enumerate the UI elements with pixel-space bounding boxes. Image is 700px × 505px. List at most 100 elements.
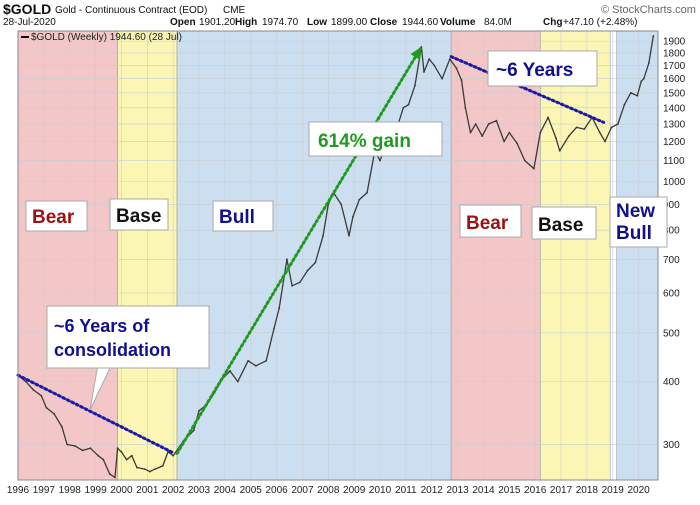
series-point-47 [340, 203, 343, 206]
y-tick-label-8: 1100 [663, 156, 685, 167]
series-point-76 [523, 159, 526, 162]
series-point-88 [610, 126, 613, 129]
date-text: 28-Jul-2020 [3, 17, 56, 28]
series-point-11 [97, 454, 100, 457]
series-point-91 [629, 91, 632, 94]
x-tick-label-24: 2020 [627, 485, 650, 496]
series-point-9 [81, 449, 84, 452]
x-tick-label-10: 2006 [265, 485, 288, 496]
series-point-78 [539, 131, 542, 134]
series-point-38 [278, 307, 281, 309]
high-label: High [235, 17, 257, 28]
gain-label: 614% gain [318, 131, 411, 152]
callout-seam [90, 363, 113, 366]
series-point-66 [460, 79, 463, 81]
series-point-64 [448, 58, 451, 60]
y-tick-label-2: 500 [663, 328, 680, 339]
series-point-41 [298, 281, 301, 284]
x-tick-label-6: 2002 [162, 485, 185, 496]
trendlines [16, 45, 606, 455]
y-tick-label-3: 600 [663, 289, 680, 300]
series-point-25 [172, 454, 175, 457]
volume-label: Volume [440, 17, 476, 28]
y-tick-label-16: 1900 [663, 37, 686, 48]
series-point-92 [636, 94, 639, 97]
series-point-69 [474, 123, 477, 125]
series-point-43 [314, 261, 317, 264]
phase-label-0: Bear [32, 207, 75, 228]
series-point-51 [366, 191, 368, 194]
series-point-17 [125, 458, 128, 461]
phase-band-4 [540, 30, 611, 481]
phase-label-box-2 [212, 200, 274, 232]
series-point-94 [642, 77, 645, 80]
series-point-18 [130, 454, 133, 457]
series-point-67 [464, 106, 467, 109]
series-point-61 [428, 58, 431, 60]
x-tick-label-3: 1999 [84, 485, 107, 496]
y-tick-label-0: 300 [663, 440, 680, 451]
series-point-79 [547, 116, 550, 119]
series-point-93 [640, 80, 643, 83]
series-point-48 [348, 234, 350, 237]
x-tick-label-17: 2013 [446, 485, 469, 496]
series-point-83 [575, 126, 578, 129]
x-tick-label-12: 2008 [317, 485, 340, 496]
series-point-77 [532, 167, 535, 170]
callout-box [46, 305, 210, 369]
volume-value: 84.0M [484, 17, 512, 28]
six-years-label: ~6 Years [496, 60, 573, 81]
series-point-8 [73, 445, 76, 447]
series-point-63 [441, 77, 443, 80]
series-point-72 [495, 119, 498, 122]
phase-label-5-line-1: Bull [616, 223, 652, 244]
trendline-1 [449, 55, 606, 124]
x-tick-label-8: 2004 [214, 485, 237, 496]
axes: 300 400 500 600 700 800 900 1000 1100 1200 1300 140… [7, 30, 686, 496]
x-tick-label-13: 2009 [343, 485, 366, 496]
consolidation-label-line1: ~6 Years of [54, 316, 150, 336]
y-tick-label-6: 900 [663, 200, 680, 211]
x-tick-label-2: 1998 [59, 485, 82, 496]
series-point-16 [120, 450, 123, 453]
low-value: 1899.00 [331, 17, 368, 28]
phase-label-1: Base [116, 206, 161, 227]
consolidation-callout: ~6 Years of consolidation [46, 305, 210, 411]
y-tick-label-12: 1500 [663, 88, 686, 99]
phase-label-box-1 [109, 198, 169, 231]
phase-label-5-line-0: New [616, 201, 655, 222]
description-text: Gold - Continuous Contract (EOD) [55, 5, 207, 16]
trendline-0 [16, 373, 176, 455]
trend-arrowhead-2 [410, 46, 422, 60]
y-tick-label-9: 1200 [663, 137, 686, 148]
series-point-3 [40, 394, 43, 397]
x-tick-label-11: 2007 [291, 485, 314, 496]
x-tick-label-18: 2014 [472, 485, 495, 496]
series-point-4 [45, 406, 48, 409]
phase-band-5 [616, 30, 659, 481]
consolidation-label-line2: consolidation [54, 340, 171, 360]
series-point-5 [53, 413, 56, 415]
phase-label-box-0 [25, 200, 88, 232]
x-tick-label-0: 1996 [7, 485, 30, 496]
series-point-35 [254, 364, 257, 367]
y-tick-label-1: 400 [663, 377, 680, 388]
series-point-80 [554, 137, 557, 139]
series-point-39 [286, 258, 288, 261]
x-tick-label-23: 2019 [602, 485, 625, 496]
phase-band-0 [17, 30, 118, 481]
series-point-95 [648, 61, 650, 64]
trendline-2 [175, 45, 423, 455]
six-years-callout: ~6 Years [487, 50, 598, 87]
series-point-1 [24, 380, 27, 383]
series-point-13 [108, 473, 111, 475]
x-tick-label-14: 2010 [369, 485, 392, 496]
series-point-21 [148, 470, 151, 473]
series-point-65 [455, 67, 458, 69]
x-tick-label-20: 2016 [524, 485, 547, 496]
series-point-44 [322, 234, 325, 237]
gain-callout: 614% gain [308, 121, 443, 157]
series-point-71 [487, 123, 490, 125]
